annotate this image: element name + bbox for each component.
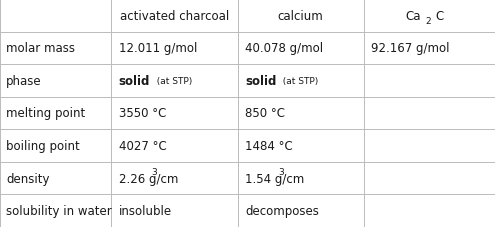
Text: Ca: Ca <box>405 10 420 23</box>
Text: density: density <box>6 172 50 185</box>
Text: 12.011 g/mol: 12.011 g/mol <box>119 42 197 55</box>
Text: solubility in water: solubility in water <box>6 204 112 217</box>
Text: melting point: melting point <box>6 107 85 120</box>
Text: 4027 °C: 4027 °C <box>119 139 166 152</box>
Text: (at STP): (at STP) <box>151 76 192 86</box>
Text: 3: 3 <box>151 167 157 176</box>
Text: 2: 2 <box>425 17 431 26</box>
Text: C: C <box>436 10 444 23</box>
Text: 3: 3 <box>278 167 284 176</box>
Text: solid: solid <box>119 75 150 88</box>
Text: (at STP): (at STP) <box>277 76 318 86</box>
Text: 3550 °C: 3550 °C <box>119 107 166 120</box>
Text: calcium: calcium <box>278 10 324 23</box>
Text: activated charcoal: activated charcoal <box>120 10 229 23</box>
Text: solid: solid <box>245 75 276 88</box>
Text: boiling point: boiling point <box>6 139 80 152</box>
Text: phase: phase <box>6 75 42 88</box>
Text: 1484 °C: 1484 °C <box>245 139 293 152</box>
Text: 40.078 g/mol: 40.078 g/mol <box>245 42 323 55</box>
Text: decomposes: decomposes <box>245 204 319 217</box>
Text: 2.26 g/cm: 2.26 g/cm <box>119 172 178 185</box>
Text: insoluble: insoluble <box>119 204 172 217</box>
Text: 92.167 g/mol: 92.167 g/mol <box>371 42 450 55</box>
Text: 1.54 g/cm: 1.54 g/cm <box>245 172 304 185</box>
Text: molar mass: molar mass <box>6 42 75 55</box>
Text: 850 °C: 850 °C <box>245 107 285 120</box>
